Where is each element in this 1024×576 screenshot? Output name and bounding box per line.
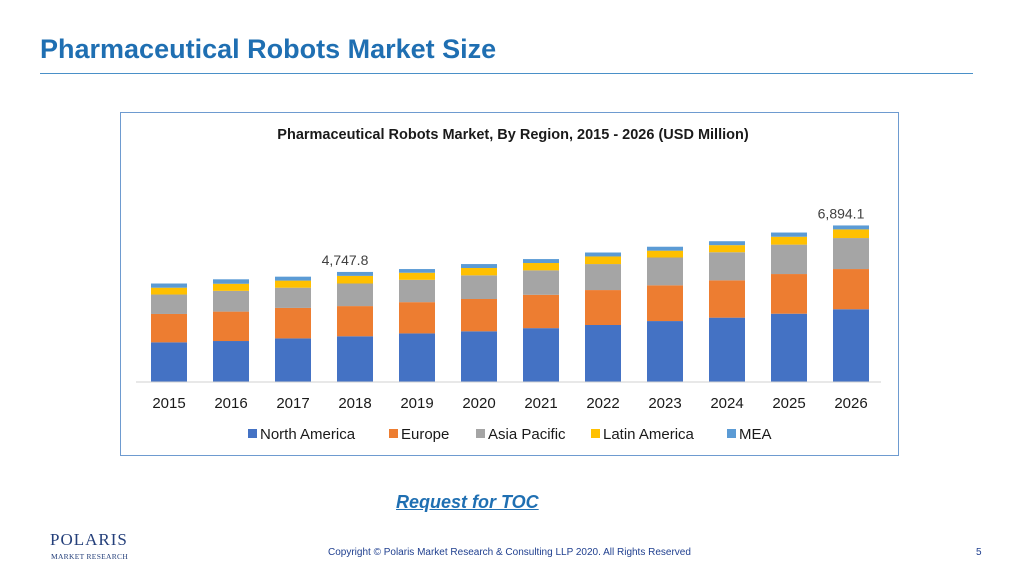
bar-segment-2018-latin-america (337, 275, 373, 284)
legend-swatch-mea (727, 429, 736, 438)
bar-segment-2015-asia-pacific (151, 294, 187, 314)
data-label-2018: 4,747.8 (322, 252, 369, 268)
legend-label-asia-pacific: Asia Pacific (488, 426, 566, 443)
x-tick-label-2020: 2020 (462, 395, 495, 412)
x-tick-label-2019: 2019 (400, 395, 433, 412)
x-tick-label-2023: 2023 (648, 395, 681, 412)
bar-segment-2018-north-america (337, 336, 373, 382)
data-label-2026: 6,894.1 (818, 206, 865, 222)
bar-segment-2016-asia-pacific (213, 290, 249, 312)
stacked-bar-chart: Pharmaceutical Robots Market, By Region,… (136, 127, 881, 443)
bar-segment-2017-north-america (275, 338, 311, 382)
bar-segment-2015-europe (151, 313, 187, 343)
bar-segment-2017-mea (275, 276, 311, 281)
title-divider (40, 73, 973, 74)
legend-swatch-latin-america (591, 429, 600, 438)
bar-segment-2016-mea (213, 279, 249, 284)
bar-segment-2026-north-america (833, 309, 869, 382)
bar-segment-2026-asia-pacific (833, 238, 869, 270)
bar-segment-2023-europe (647, 285, 683, 322)
bar-segment-2019-asia-pacific (399, 279, 435, 303)
bar-segment-2024-latin-america (709, 245, 745, 253)
page-number: 5 (976, 547, 982, 558)
x-tick-label-2024: 2024 (710, 395, 743, 412)
bar-segment-2016-latin-america (213, 283, 249, 291)
bar-segment-2016-europe (213, 311, 249, 342)
bar-segment-2021-north-america (523, 328, 559, 382)
bar-segment-2025-europe (771, 274, 807, 314)
bar-segment-2021-asia-pacific (523, 270, 559, 295)
bar-segment-2019-mea (399, 269, 435, 273)
bar-segment-2017-europe (275, 307, 311, 339)
bar-segment-2015-north-america (151, 342, 187, 382)
legend-swatch-europe (389, 429, 398, 438)
bar-segment-2019-europe (399, 302, 435, 334)
bar-segment-2022-europe (585, 290, 621, 325)
legend-label-latin-america: Latin America (603, 426, 695, 443)
bar-segment-2015-latin-america (151, 287, 187, 295)
bar-segment-2017-latin-america (275, 280, 311, 288)
bar-segment-2024-europe (709, 280, 745, 318)
bar-segment-2016-north-america (213, 341, 249, 382)
legend-swatch-north-america (248, 429, 257, 438)
bar-segment-2025-mea (771, 232, 807, 237)
bar-segment-2026-mea (833, 225, 869, 230)
bar-segment-2020-latin-america (461, 268, 497, 276)
chart-legend: North America Europe Asia Pacific Latin Ame… (248, 426, 772, 443)
bar-segment-2020-asia-pacific (461, 275, 497, 299)
bar-segment-2015-mea (151, 283, 187, 288)
x-tick-label-2018: 2018 (338, 395, 371, 412)
bar-segment-2018-mea (337, 271, 373, 276)
request-toc-link[interactable]: Request for TOC (396, 492, 539, 512)
legend-label-north-america: North America (260, 426, 356, 443)
bar-segment-2026-europe (833, 269, 869, 310)
bar-segment-2021-europe (523, 294, 559, 329)
x-tick-label-2026: 2026 (834, 395, 867, 412)
legend-swatch-asia-pacific (476, 429, 485, 438)
legend-label-mea: MEA (739, 426, 772, 443)
bar-segment-2025-latin-america (771, 236, 807, 245)
bar-segment-2023-asia-pacific (647, 257, 683, 286)
bar-segment-2019-latin-america (399, 272, 435, 280)
bar-segment-2023-mea (647, 246, 683, 251)
bar-segment-2019-north-america (399, 333, 435, 382)
bar-segment-2017-asia-pacific (275, 287, 311, 308)
bar-segment-2018-europe (337, 306, 373, 337)
bar-segment-2025-asia-pacific (771, 244, 807, 275)
legend-label-europe: Europe (401, 426, 449, 443)
x-tick-label-2017: 2017 (276, 395, 309, 412)
x-tick-label-2021: 2021 (524, 395, 557, 412)
bar-segment-2025-north-america (771, 313, 807, 382)
bar-segment-2022-mea (585, 252, 621, 257)
bar-segment-2020-north-america (461, 331, 497, 382)
bar-segment-2021-latin-america (523, 263, 559, 271)
bar-segment-2022-asia-pacific (585, 264, 621, 291)
polaris-logo: POLARIS MARKET RESEARCH (50, 530, 130, 564)
bar-segment-2023-north-america (647, 321, 683, 382)
bar-segment-2024-north-america (709, 317, 745, 382)
bars-layer (151, 225, 869, 382)
logo-wordmark: POLARIS (50, 530, 128, 549)
bar-segment-2021-mea (523, 259, 559, 264)
x-tick-label-2015: 2015 (152, 395, 185, 412)
bar-segment-2023-latin-america (647, 250, 683, 258)
slide-title: Pharmaceutical Robots Market Size (40, 34, 497, 64)
bar-segment-2024-mea (709, 241, 745, 246)
bar-segment-2024-asia-pacific (709, 252, 745, 281)
x-tick-label-2025: 2025 (772, 395, 805, 412)
chart-frame: Pharmaceutical Robots Market, By Region,… (120, 112, 899, 456)
bar-segment-2020-mea (461, 264, 497, 268)
x-tick-labels: 2015 2016 2017 2018 2019 2020 2021 2022 2023 2024… (152, 395, 867, 412)
data-annotations: 4,747.8 6,894.1 (322, 206, 865, 268)
bar-segment-2018-asia-pacific (337, 283, 373, 307)
copyright-text: Copyright © Polaris Market Research & Co… (328, 547, 691, 558)
x-tick-label-2016: 2016 (214, 395, 247, 412)
chart-title: Pharmaceutical Robots Market, By Region,… (277, 127, 749, 143)
logo-subtitle: MARKET RESEARCH (51, 552, 129, 561)
bar-segment-2022-north-america (585, 325, 621, 382)
bar-segment-2020-europe (461, 299, 497, 332)
bar-segment-2026-latin-america (833, 229, 869, 239)
x-tick-label-2022: 2022 (586, 395, 619, 412)
bar-segment-2022-latin-america (585, 256, 621, 265)
